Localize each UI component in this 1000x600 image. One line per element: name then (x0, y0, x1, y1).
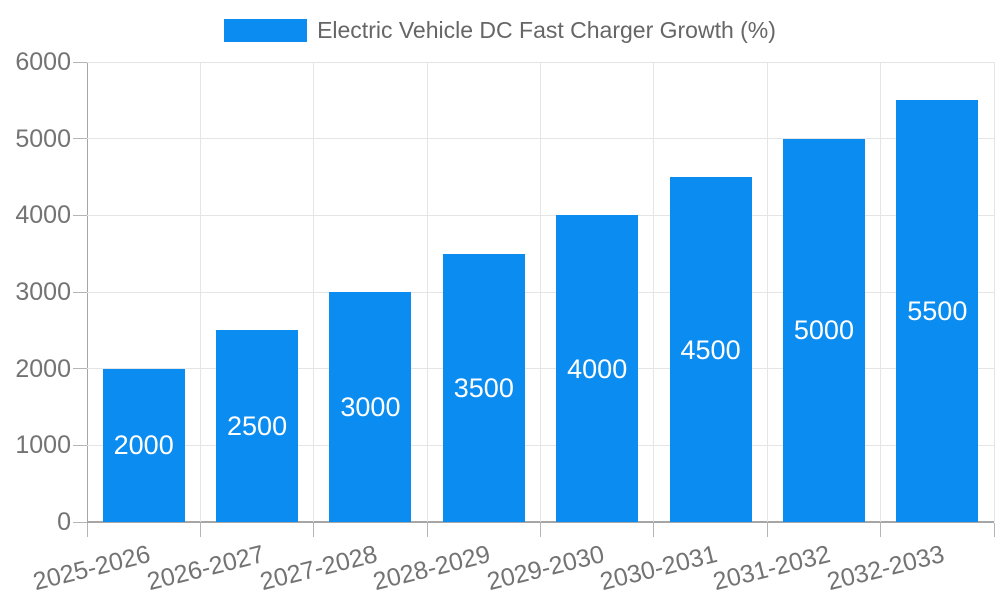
y-axis-tick (73, 138, 87, 140)
bar-value-label: 2000 (113, 430, 174, 461)
y-axis-tick (73, 61, 87, 63)
y-axis-tick (73, 214, 87, 216)
bar: 5000 (782, 138, 865, 522)
bar: 5500 (896, 100, 979, 522)
bar: 3000 (329, 292, 412, 522)
x-axis-tick (540, 523, 541, 537)
bar-value-label: 3000 (340, 392, 401, 422)
bar: 4000 (556, 215, 639, 522)
x-axis-tick-label: 2025-2026 (30, 540, 154, 597)
gridline-vertical (653, 62, 655, 522)
y-axis-tick-label: 6000 (15, 48, 71, 76)
bar: 2000 (102, 368, 185, 522)
x-axis-tick-label: 2031-2032 (710, 540, 834, 597)
chart-legend-item[interactable]: Electric Vehicle DC Fast Charger Growth … (0, 17, 1000, 44)
x-axis-tick (426, 523, 428, 537)
bar-value-label: 2500 (227, 411, 288, 442)
bar-value-label: 5000 (793, 315, 854, 346)
x-axis-tick-label: 2032-2033 (824, 540, 947, 597)
x-axis-tick-label: 2030-2031 (597, 540, 721, 597)
x-axis-tick-label: 2029-2030 (483, 540, 607, 597)
y-axis-tick-label: 2000 (15, 354, 71, 383)
legend-color-swatch (224, 19, 308, 42)
y-axis-tick (73, 291, 87, 293)
x-axis-tick-label: 2028-2029 (370, 540, 494, 597)
bar: 4500 (669, 177, 752, 522)
y-axis-line (87, 62, 88, 523)
gridline-vertical (199, 62, 201, 522)
bar-value-label: 3500 (453, 372, 514, 403)
bar-value-label: 4500 (680, 334, 741, 365)
gridline-vertical (766, 62, 768, 522)
bar-value-label: 5500 (907, 296, 968, 327)
x-axis-tick (86, 523, 88, 537)
y-axis-tick-label: 4000 (15, 201, 71, 230)
gridline-vertical (540, 62, 541, 522)
y-axis-tick (73, 368, 87, 370)
y-axis-tick-label: 5000 (15, 124, 71, 153)
x-axis-tick (199, 523, 201, 537)
x-axis-tick (880, 523, 882, 537)
x-axis-tick-label: 2027-2028 (257, 540, 380, 597)
gridline-vertical (426, 62, 428, 522)
y-axis-tick (73, 521, 87, 523)
x-axis-tick (313, 523, 315, 537)
y-axis-tick-label: 0 (57, 508, 71, 536)
x-axis-tick (653, 523, 655, 537)
y-axis-tick (73, 444, 87, 446)
x-axis-line (87, 521, 994, 523)
x-axis-tick (766, 523, 768, 537)
gridline-vertical (313, 62, 315, 522)
x-axis-tick (993, 523, 995, 537)
gridline-vertical (993, 62, 995, 522)
x-axis-tick-label: 2026-2027 (143, 540, 267, 597)
gridline-vertical (880, 62, 882, 522)
y-axis-tick-label: 1000 (15, 431, 71, 460)
y-axis-tick-label: 3000 (15, 278, 71, 306)
bar: 2500 (216, 330, 299, 522)
legend-label: Electric Vehicle DC Fast Charger Growth … (317, 17, 776, 43)
bar-value-label: 4000 (567, 353, 628, 384)
bar: 3500 (442, 253, 525, 522)
